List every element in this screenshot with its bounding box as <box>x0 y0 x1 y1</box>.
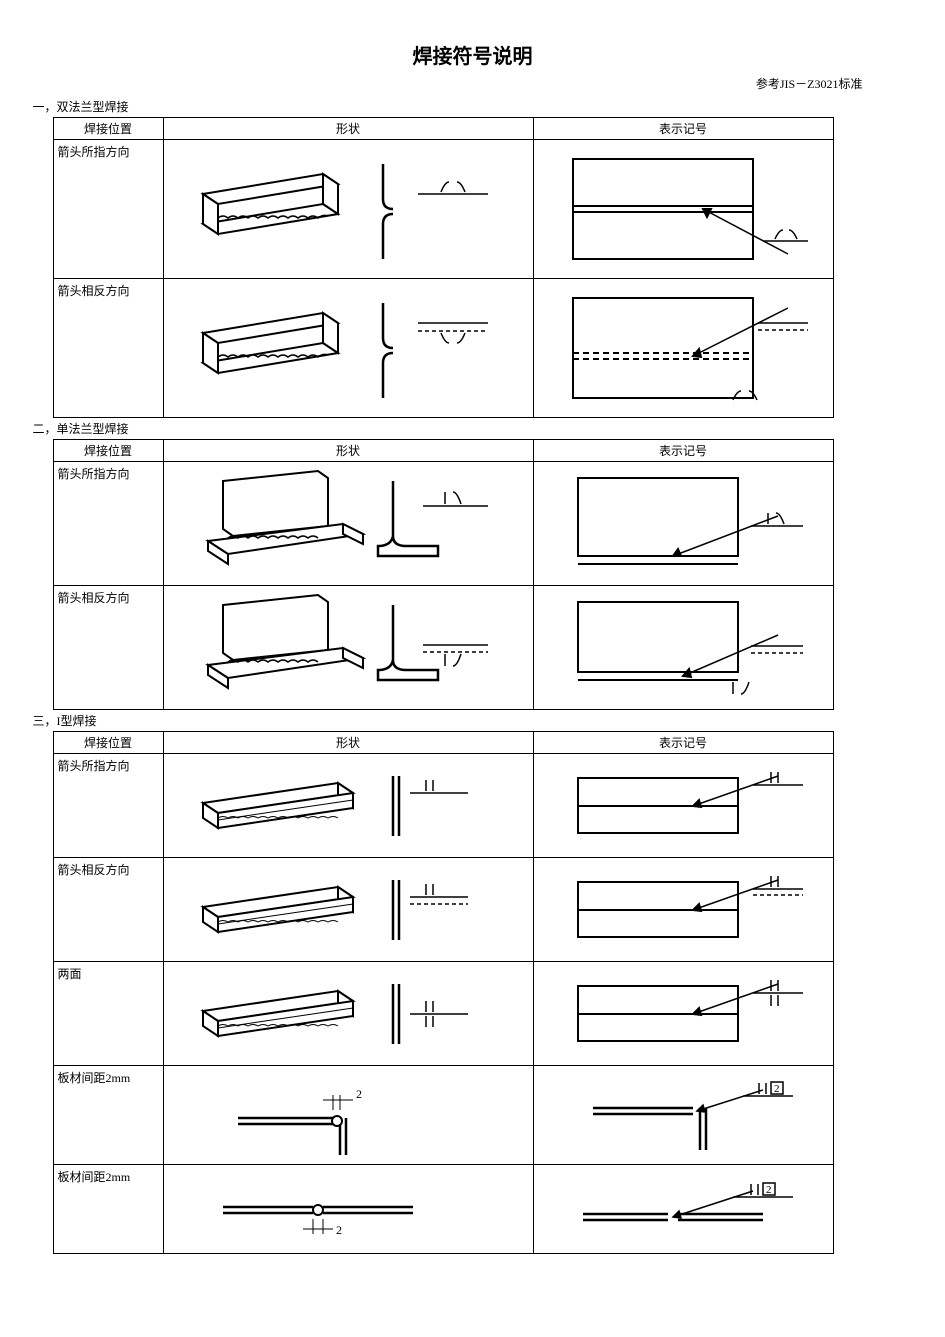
single-flange-opposite-symbol-icon <box>553 590 813 705</box>
row-label: 箭头所指方向 <box>53 754 163 858</box>
i-opposite-symbol-icon <box>553 862 813 957</box>
section-1-title: 一，双法兰型焊接 <box>23 96 923 117</box>
i-opposite-shape-icon <box>168 862 528 957</box>
shape-diagram: 2 <box>163 1066 533 1165</box>
symbol-diagram <box>533 586 833 710</box>
table-row: 箭头相反方向 <box>53 858 833 962</box>
single-flange-arrow-shape-icon <box>168 466 528 581</box>
table-row: 箭头所指方向 <box>53 140 833 279</box>
symbol-diagram <box>533 279 833 418</box>
gap-symbol-label: 2 <box>766 1184 772 1196</box>
header-symbol: 表示记号 <box>533 118 833 140</box>
table-row: 箭头所指方向 <box>53 754 833 858</box>
page-container: 焊接符号说明 参考JIS－Z3021标准 一，双法兰型焊接 焊接位置 形状 表示… <box>23 20 923 1254</box>
section-3-index: 三 <box>33 714 45 728</box>
page-title: 焊接符号说明 <box>23 40 923 69</box>
symbol-diagram <box>533 754 833 858</box>
row-label: 箭头相反方向 <box>53 586 163 710</box>
double-flange-opposite-symbol-icon <box>553 283 813 413</box>
i-arrow-symbol-icon <box>553 758 813 853</box>
double-flange-arrow-shape-icon <box>168 144 528 274</box>
table-row: 箭头所指方向 <box>53 462 833 586</box>
section-3-name: I型焊接 <box>57 714 97 728</box>
reference-standard: 参考JIS－Z3021标准 <box>23 75 923 92</box>
symbol-diagram <box>533 962 833 1066</box>
i-both-symbol-icon <box>553 966 813 1061</box>
gap-dimension-label: 2 <box>336 1223 342 1237</box>
row-label: 箭头所指方向 <box>53 462 163 586</box>
shape-diagram: 2 <box>163 1165 533 1254</box>
header-position: 焊接位置 <box>53 732 163 754</box>
section-2-index: 二 <box>33 422 45 436</box>
row-label: 两面 <box>53 962 163 1066</box>
shape-diagram <box>163 754 533 858</box>
header-symbol: 表示记号 <box>533 440 833 462</box>
table-header-row: 焊接位置 形状 表示记号 <box>53 440 833 462</box>
section-1-table: 焊接位置 形状 表示记号 箭头所指方向 <box>53 117 834 418</box>
section-1-name: 双法兰型焊接 <box>57 100 129 114</box>
shape-diagram <box>163 279 533 418</box>
symbol-diagram: 2 <box>533 1066 833 1165</box>
gap-dimension-label: 2 <box>356 1087 362 1101</box>
shape-diagram <box>163 586 533 710</box>
row-label: 板材间距2mm <box>53 1066 163 1165</box>
symbol-diagram: 2 <box>533 1165 833 1254</box>
row-label: 板材间距2mm <box>53 1165 163 1254</box>
gap-symbol-label: 2 <box>774 1083 780 1095</box>
table-row: 箭头相反方向 <box>53 586 833 710</box>
section-1-index: 一 <box>33 100 45 114</box>
table-row: 板材间距2mm <box>53 1066 833 1165</box>
i-gap-butt-shape-icon: 2 <box>168 1169 528 1249</box>
table-header-row: 焊接位置 形状 表示记号 <box>53 732 833 754</box>
shape-diagram <box>163 858 533 962</box>
header-position: 焊接位置 <box>53 440 163 462</box>
double-flange-opposite-shape-icon <box>168 283 528 413</box>
symbol-diagram <box>533 140 833 279</box>
section-3-title: 三，I型焊接 <box>23 710 923 731</box>
shape-diagram <box>163 962 533 1066</box>
table-row: 两面 <box>53 962 833 1066</box>
table-header-row: 焊接位置 形状 表示记号 <box>53 118 833 140</box>
row-label: 箭头所指方向 <box>53 140 163 279</box>
table-row: 板材间距2mm 2 <box>53 1165 833 1254</box>
i-gap-corner-symbol-icon: 2 <box>553 1070 813 1160</box>
header-shape: 形状 <box>163 118 533 140</box>
section-3-table: 焊接位置 形状 表示记号 箭头所指方向 <box>53 731 834 1254</box>
symbol-diagram <box>533 858 833 962</box>
header-symbol: 表示记号 <box>533 732 833 754</box>
section-2-table: 焊接位置 形状 表示记号 箭头所指方向 <box>53 439 834 710</box>
i-both-shape-icon <box>168 966 528 1061</box>
header-position: 焊接位置 <box>53 118 163 140</box>
header-shape: 形状 <box>163 732 533 754</box>
row-label: 箭头相反方向 <box>53 858 163 962</box>
shape-diagram <box>163 140 533 279</box>
section-2-name: 单法兰型焊接 <box>57 422 129 436</box>
single-flange-opposite-shape-icon <box>168 590 528 705</box>
i-arrow-shape-icon <box>168 758 528 853</box>
section-2-title: 二，单法兰型焊接 <box>23 418 923 439</box>
double-flange-arrow-symbol-icon <box>553 144 813 274</box>
row-label: 箭头相反方向 <box>53 279 163 418</box>
single-flange-arrow-symbol-icon <box>553 466 813 581</box>
shape-diagram <box>163 462 533 586</box>
symbol-diagram <box>533 462 833 586</box>
i-gap-butt-symbol-icon: 2 <box>553 1169 813 1249</box>
table-row: 箭头相反方向 <box>53 279 833 418</box>
header-shape: 形状 <box>163 440 533 462</box>
i-gap-corner-shape-icon: 2 <box>168 1070 528 1160</box>
